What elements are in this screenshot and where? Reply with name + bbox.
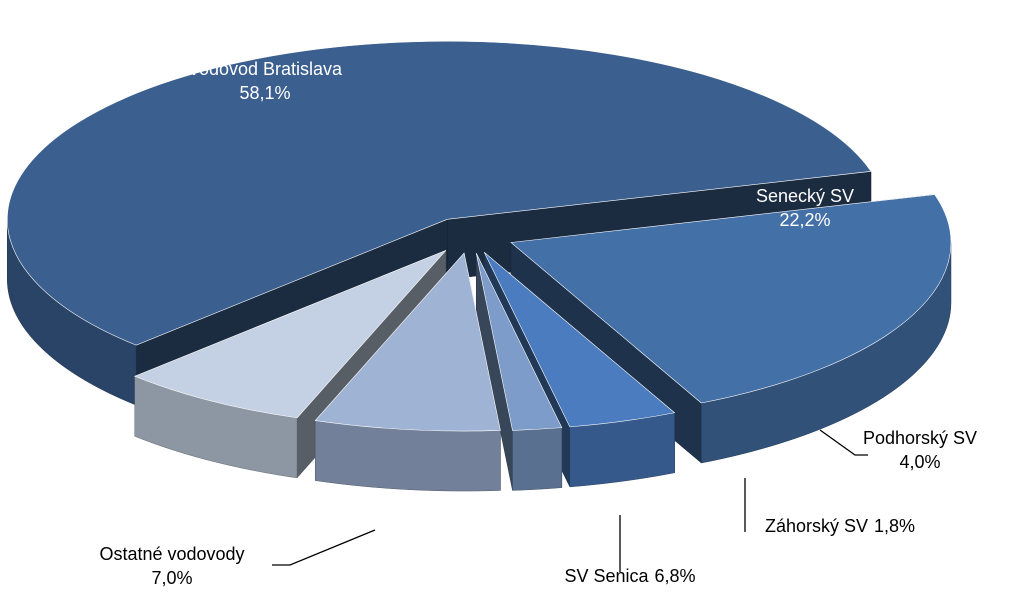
slice-top [475, 252, 563, 431]
slice-name: Ostatné vodovody [99, 544, 244, 564]
slice-name: Záhorský SV [765, 516, 868, 536]
slice-label: Záhorský SV 1,8% [765, 516, 915, 536]
slice-label: SV Senica 6,8% [564, 566, 695, 586]
slice-name: SV Senica [564, 566, 649, 586]
slice-top [510, 194, 952, 404]
slice-top [133, 250, 447, 419]
slice-label: Vodovod Bratislava 58,1% [188, 59, 343, 103]
slice-top [314, 252, 501, 432]
slice [475, 252, 563, 491]
leader-line [272, 529, 376, 566]
slice-value: 6,8% [655, 566, 696, 586]
slice-value: 1,8% [874, 516, 915, 536]
slice-top [7, 40, 872, 346]
slice-top [483, 252, 676, 428]
slice-label: Ostatné vodovody 7,0% [99, 544, 244, 588]
slice-wall [512, 427, 563, 491]
leader-line [819, 429, 868, 456]
slice-label: Podhorský SV 4,0% [863, 428, 977, 472]
slice-name: Podhorský SV [863, 428, 977, 448]
slice [314, 252, 501, 492]
slice-value: 7,0% [151, 568, 192, 588]
slice-value: 58,1% [239, 83, 290, 103]
slice-value: 22,2% [779, 210, 830, 230]
slice-value: 4,0% [899, 452, 940, 472]
slice-name: Vodovod Bratislava [188, 59, 343, 79]
slice [510, 194, 952, 464]
slice-name: Senecký SV [756, 186, 854, 206]
slice-label: Senecký SV 22,2% [756, 186, 854, 230]
